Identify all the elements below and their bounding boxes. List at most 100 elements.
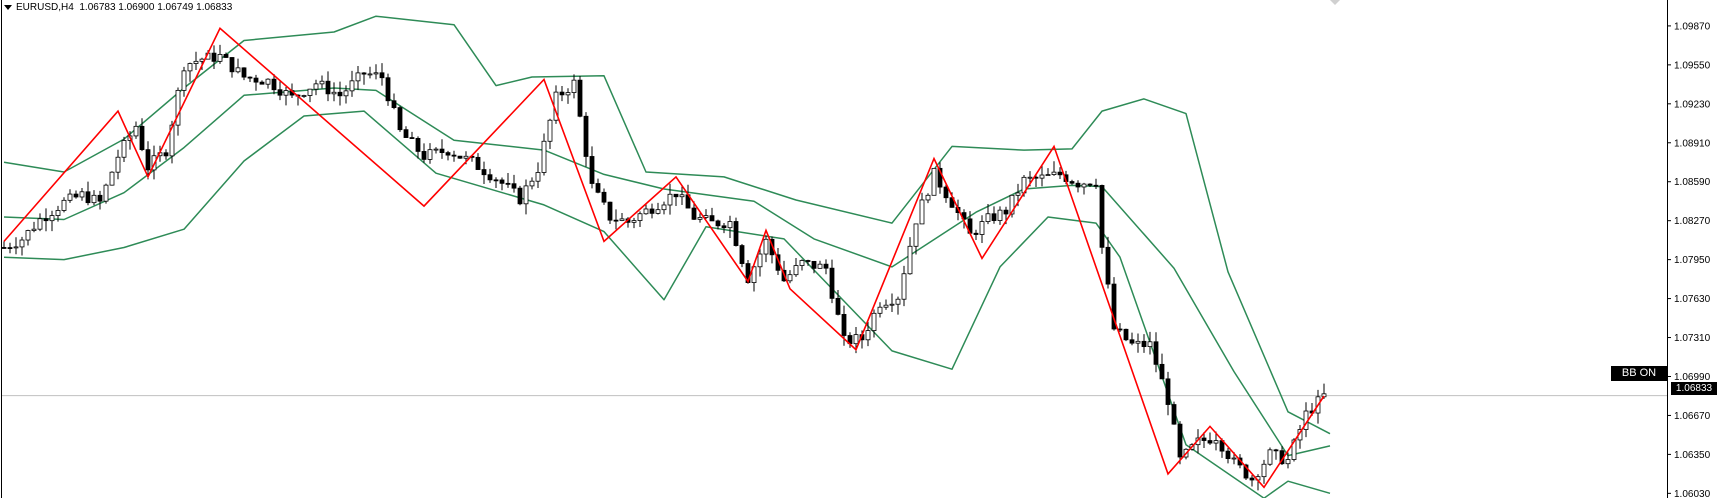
candle-body (871, 312, 877, 331)
bollinger-bands (3, 15, 1331, 499)
candle-body (1057, 171, 1063, 176)
candle-body (1207, 440, 1213, 444)
candle-body (817, 263, 823, 269)
candle-body (841, 313, 847, 336)
candle-body (523, 185, 529, 205)
candle-body (1111, 283, 1117, 330)
candle-body (505, 182, 511, 185)
candle-body (661, 204, 667, 211)
candle-body (577, 79, 583, 117)
symbol-header: EURUSD,H4 1.06783 1.06900 1.06749 1.0683… (4, 2, 232, 13)
candle-body (55, 210, 61, 216)
candle-body (943, 186, 949, 199)
candle-body (391, 100, 397, 108)
scroll-marker-icon[interactable] (1330, 0, 1340, 5)
candle-body (271, 78, 277, 91)
y-tick-label: 1.09230 (1674, 99, 1711, 110)
candle-body (211, 52, 217, 62)
dropdown-triangle-icon[interactable] (4, 4, 12, 10)
candle-body (31, 228, 37, 231)
candle-body (247, 76, 253, 79)
candle-body (1291, 439, 1297, 460)
candle-body (1, 247, 7, 249)
candle-body (829, 267, 835, 299)
candle-body (349, 80, 355, 92)
candle-body (457, 155, 463, 159)
candle-body (763, 238, 769, 255)
candle-body (733, 221, 739, 246)
candle-body (253, 77, 259, 83)
band-lower (3, 110, 1331, 499)
candle-body (835, 297, 841, 315)
candle-body (13, 246, 19, 249)
candle-body (73, 193, 79, 198)
candle-body (709, 215, 715, 222)
candle-body (121, 140, 127, 158)
candle-body (259, 81, 265, 85)
candle-body (607, 201, 613, 221)
y-tick-label: 1.08590 (1674, 177, 1711, 188)
candle-body (595, 183, 601, 193)
y-tick-label: 1.08910 (1674, 138, 1711, 149)
y-tick-label: 1.09550 (1674, 60, 1711, 71)
candle-body (571, 79, 577, 93)
candle-body (313, 83, 319, 90)
candle-body (985, 213, 991, 222)
candle-body (451, 154, 457, 157)
candle-body (385, 77, 391, 102)
candle-body (355, 72, 361, 82)
candle-body (241, 67, 247, 78)
candle-body (7, 247, 13, 249)
candle-body (37, 218, 43, 230)
candle-body (277, 89, 283, 96)
candle-body (67, 193, 73, 201)
candle-body (1087, 183, 1093, 186)
candle-body (403, 129, 409, 138)
candle-body (367, 73, 373, 76)
zigzag-line (3, 27, 1325, 489)
candle-body (187, 63, 193, 72)
candle-body (61, 199, 67, 211)
candle-body (145, 149, 151, 171)
y-tick-label: 1.07630 (1674, 294, 1711, 305)
candle-body (805, 260, 811, 262)
y-tick-label: 1.08270 (1674, 216, 1711, 227)
candle-body (1261, 463, 1267, 478)
candle-body (265, 78, 271, 85)
candle-body (1135, 340, 1141, 344)
candle-body (799, 260, 805, 266)
y-tick-label: 1.06990 (1674, 372, 1711, 383)
candle-body (331, 91, 337, 95)
candle-body (877, 306, 883, 314)
y-tick-label: 1.06350 (1674, 450, 1711, 461)
candle-body (1225, 450, 1231, 460)
candle-body (919, 199, 925, 225)
candle-body (1009, 194, 1015, 215)
candle-body (433, 148, 439, 151)
candle-body (907, 245, 913, 275)
indicator-badge[interactable]: BB ON (1611, 366, 1667, 381)
candle-body (1099, 185, 1105, 248)
candle-body (865, 330, 871, 341)
candle-body (1027, 176, 1033, 179)
candle-body (1153, 341, 1159, 365)
candle-body (973, 232, 979, 235)
candle-body (655, 209, 661, 214)
candle-body (361, 72, 367, 75)
candle-body (373, 72, 379, 75)
candle-body (757, 253, 763, 268)
candle-body (409, 137, 415, 139)
candle-body (439, 148, 445, 154)
candle-body (853, 334, 859, 345)
candle-body (217, 53, 223, 62)
candle-body (649, 208, 655, 214)
candle-body (637, 213, 643, 221)
candle-body (397, 107, 403, 131)
candle-body (541, 140, 547, 173)
candle-body (301, 95, 307, 97)
candle-body (511, 183, 517, 189)
candle-body (163, 152, 169, 157)
candle-body (1159, 363, 1165, 380)
